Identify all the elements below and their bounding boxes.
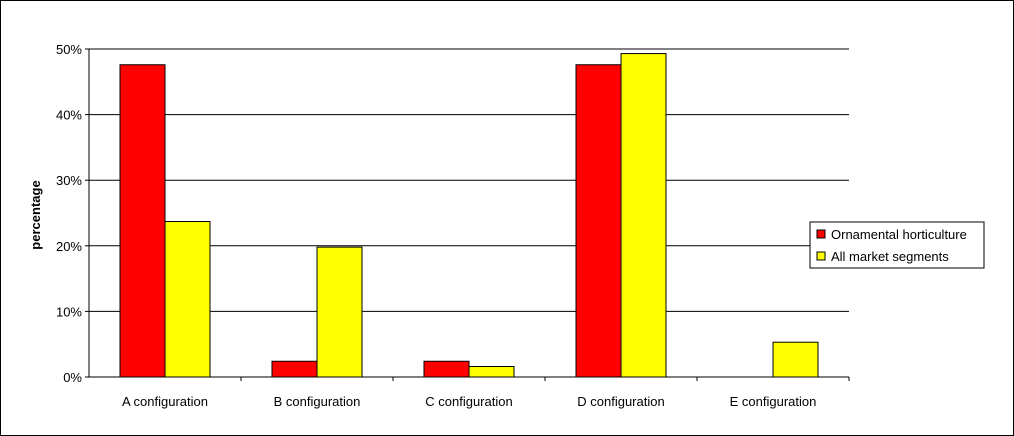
bar-ornamental-horticulture-c-configuration bbox=[423, 360, 470, 378]
x-tick-label: C configuration bbox=[425, 394, 512, 409]
bars bbox=[119, 53, 819, 378]
y-axis-title: percentage bbox=[28, 180, 43, 249]
gridlines bbox=[89, 48, 849, 312]
y-tick-label: 0% bbox=[63, 370, 82, 385]
axes: 0% 10% 20% 30% 40% 50% A configuration B config… bbox=[56, 42, 850, 409]
legend-swatch-all-market-segments bbox=[816, 251, 826, 261]
y-tick-label: 40% bbox=[56, 108, 82, 123]
y-tick-label: 10% bbox=[56, 304, 82, 319]
y-tick-label: 50% bbox=[56, 42, 82, 57]
bar-all-market-segments-d-configuration bbox=[620, 53, 667, 378]
bar-ornamental-horticulture-a-configuration bbox=[119, 64, 166, 378]
x-tick-label: E configuration bbox=[730, 394, 817, 409]
bar-ornamental-horticulture-b-configuration bbox=[271, 360, 318, 378]
legend-box bbox=[809, 221, 985, 269]
bar-all-market-segments-b-configuration bbox=[316, 246, 363, 378]
bar-all-market-segments-c-configuration bbox=[468, 366, 515, 378]
x-tick-label: A configuration bbox=[122, 394, 208, 409]
legend-label-ornamental-horticulture: Ornamental horticulture bbox=[831, 227, 967, 242]
y-tick-label: 20% bbox=[56, 239, 82, 254]
legend-swatch-ornamental-horticulture bbox=[816, 229, 826, 239]
x-tick-label: B configuration bbox=[274, 394, 361, 409]
x-tick-label: D configuration bbox=[577, 394, 664, 409]
legend: Ornamental horticulture All market segme… bbox=[809, 221, 985, 269]
y-tick-label: 30% bbox=[56, 173, 82, 188]
legend-label-all-market-segments: All market segments bbox=[831, 249, 949, 264]
bar-all-market-segments-a-configuration bbox=[164, 221, 211, 378]
bar-all-market-segments-e-configuration bbox=[772, 341, 819, 378]
bar-ornamental-horticulture-d-configuration bbox=[575, 64, 622, 378]
